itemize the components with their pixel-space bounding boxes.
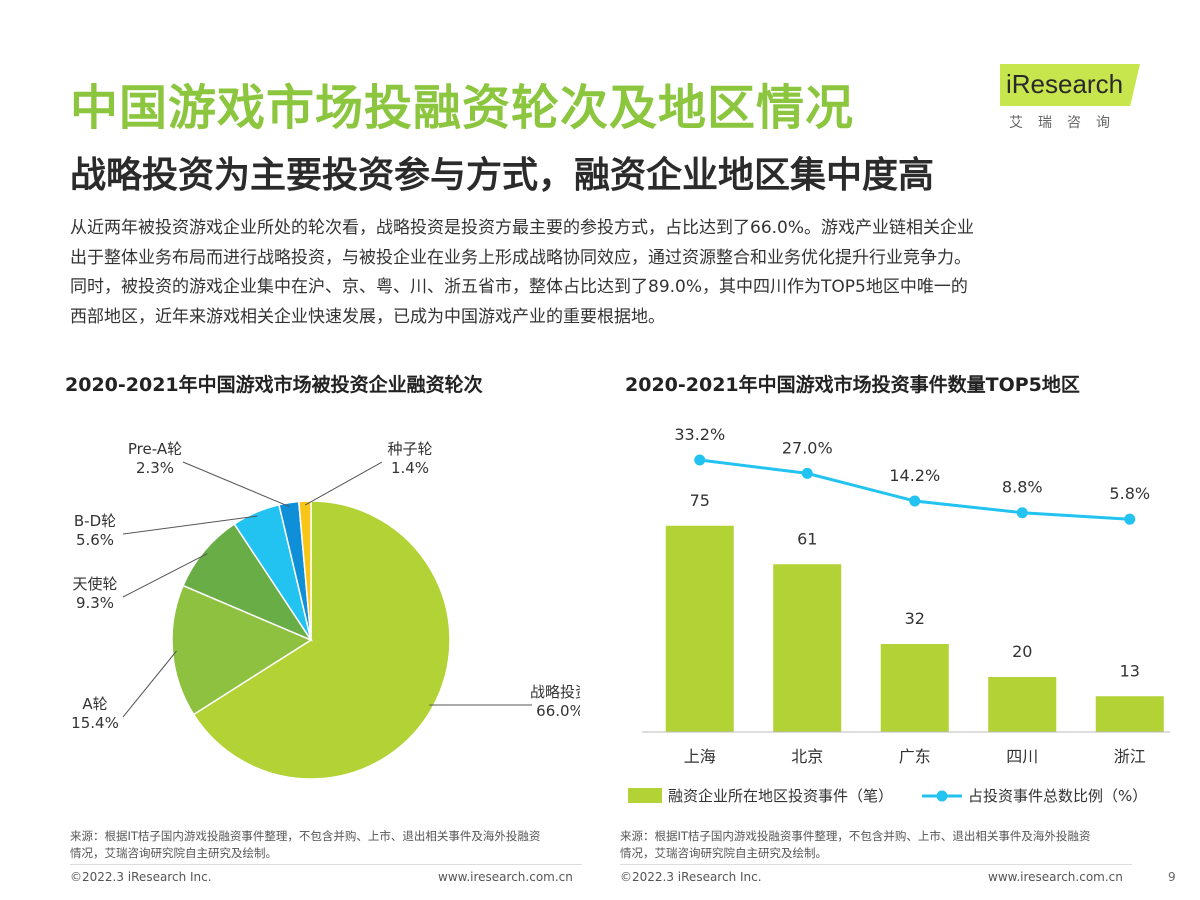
intro-line: 从近两年被投资游戏企业所处的轮次看，战略投资是投资方最主要的参投方式，占比达到了… xyxy=(70,218,975,238)
iresearch-logo: iResearch 艾瑞咨询 xyxy=(992,62,1142,132)
pie-label-pre-a: Pre-A轮 xyxy=(128,440,182,458)
share-value-label: 33.2% xyxy=(674,425,725,444)
x-tick-label-guangdong: 广东 xyxy=(899,747,931,766)
share-value-label: 14.2% xyxy=(889,466,940,485)
pie-leader-line xyxy=(122,515,258,535)
bar-value-label: 20 xyxy=(1012,642,1032,661)
pie-slice-series-a xyxy=(171,584,313,716)
x-tick-label-sichuan: 四川 xyxy=(1006,747,1038,766)
x-tick-label-beijing: 北京 xyxy=(791,747,823,766)
bar-sichuan xyxy=(988,677,1057,732)
share-point-beijing xyxy=(801,467,813,479)
footer-divider xyxy=(70,864,582,865)
pie-label-series-a: A轮 xyxy=(82,695,107,713)
intro-line: 西部地区，近年来游戏相关企业快速发展，已成为中国游戏产业的重要根据地。 xyxy=(70,306,665,327)
x-tick-label-shanghai: 上海 xyxy=(684,747,716,766)
share-value-label: 8.8% xyxy=(1002,478,1043,497)
pie-slice-angel xyxy=(182,523,314,642)
footer-divider xyxy=(620,864,1132,865)
website-link[interactable]: www.iresearch.com.cn xyxy=(988,870,1123,884)
logo-band xyxy=(1000,64,1140,106)
bar-value-label: 32 xyxy=(905,609,925,628)
bar-beijing xyxy=(773,564,842,732)
bar-zhejiang xyxy=(1095,696,1164,732)
intro-paragraph: 从近两年被投资游戏企业所处的轮次看，战略投资是投资方最主要的参投方式，占比达到了… xyxy=(70,214,1150,332)
legend-bar-label: 融资企业所在地区投资事件（笔） xyxy=(668,787,893,805)
share-value-label: 5.8% xyxy=(1109,484,1150,503)
copyright-text: ©2022.3 iResearch Inc. xyxy=(620,870,762,884)
pie-chart-title: 2020-2021年中国游戏市场被投资企业融资轮次 xyxy=(65,374,483,396)
pie-label-angel: 天使轮 xyxy=(72,575,117,593)
source-note: 来源：根据IT桔子国内游戏投融资事件整理，不包含并购、上市、退出相关事件及海外投… xyxy=(70,829,541,860)
top5-region-bar-chart: 75 上海 61 北京 32 广东 20 四川 13 浙江 33.2% 27.0% 14.2% 8.8% 5… xyxy=(628,425,1170,805)
pie-value-angel: 9.3% xyxy=(76,594,114,612)
share-value-label: 27.0% xyxy=(782,438,833,457)
legend-line-label: 占投资事件总数比例（%） xyxy=(968,787,1147,805)
share-point-guangdong xyxy=(909,495,921,507)
logo-text: iResearch xyxy=(1006,69,1124,99)
bar-guangdong xyxy=(880,644,949,732)
pie-value-strategic-investment: 66.0% xyxy=(536,702,580,720)
intro-line: 出于整体业务布局而进行战略投资，与被投企业在业务上形成战略协同效应，通过资源整合… xyxy=(70,247,971,268)
logo-subtitle: 艾瑞咨询 xyxy=(1009,115,1125,131)
pie-value-pre-a: 2.3% xyxy=(136,459,174,477)
website-link[interactable]: www.iresearch.com.cn xyxy=(438,870,573,884)
pie-leader-line xyxy=(122,553,208,598)
pie-slice-strategic-investment xyxy=(192,500,451,780)
pie-slice-seed xyxy=(297,500,312,641)
pie-leader-line xyxy=(182,461,290,508)
pie-value-series-b-d: 5.6% xyxy=(76,531,114,549)
share-point-shanghai xyxy=(694,454,706,466)
share-point-zhejiang xyxy=(1124,513,1136,525)
intro-line: 同时，被投资的游戏企业集中在沪、京、粤、川、浙五省市，整体占比达到了89.0%，… xyxy=(70,277,968,297)
page-title: 中国游戏市场投融资轮次及地区情况 xyxy=(70,80,855,136)
pie-label-series-b-d: B-D轮 xyxy=(74,512,116,530)
pie-leader-line xyxy=(304,461,383,506)
bar-shanghai xyxy=(665,525,734,732)
page-subtitle: 战略投资为主要投资参与方式，融资企业地区集中度高 xyxy=(70,155,935,196)
legend-line-marker xyxy=(936,790,948,802)
share-point-sichuan xyxy=(1016,507,1028,519)
pie-leader-line xyxy=(122,650,177,718)
bar-value-label: 13 xyxy=(1120,661,1140,680)
pie-label-seed: 种子轮 xyxy=(387,440,432,458)
page-number: 9 xyxy=(1168,870,1176,884)
bar-value-label: 61 xyxy=(797,529,817,548)
copyright-text: ©2022.3 iResearch Inc. xyxy=(70,870,212,884)
pie-value-seed: 1.4% xyxy=(391,459,429,477)
pie-value-series-a: 15.4% xyxy=(71,714,119,732)
bar-chart-title: 2020-2021年中国游戏市场投资事件数量TOP5地区 xyxy=(625,374,1080,396)
x-tick-label-zhejiang: 浙江 xyxy=(1114,747,1146,766)
legend-bar-swatch xyxy=(628,788,662,803)
bar-value-label: 75 xyxy=(690,491,710,510)
source-note: 来源：根据IT桔子国内游戏投融资事件整理，不包含并购、上市、退出相关事件及海外投… xyxy=(620,829,1091,860)
pie-label-strategic-investment: 战略投资 xyxy=(530,683,580,701)
